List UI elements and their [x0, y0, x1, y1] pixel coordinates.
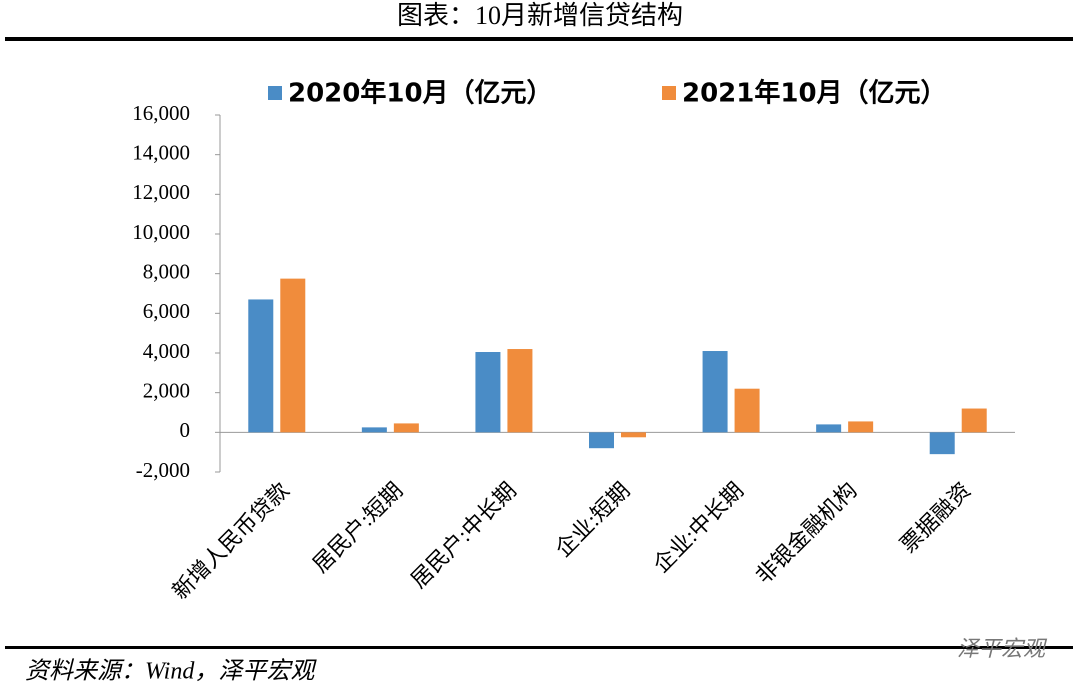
footer-rule [5, 646, 1073, 649]
bar [507, 349, 533, 433]
bar [475, 352, 501, 433]
legend-swatch [268, 86, 282, 100]
x-tick-label: 企业:中长期 [648, 477, 748, 577]
source: 资料来源：Wind，泽平宏观 [25, 658, 317, 685]
y-tick-label: -2,000 [136, 458, 190, 482]
x-tick-label: 票据融资 [895, 477, 975, 557]
x-tick-label: 居民户:中长期 [406, 477, 521, 592]
watermark: 泽平宏观 [957, 637, 1048, 662]
bar [621, 432, 646, 438]
bar [589, 432, 614, 449]
y-tick-label: 2,000 [143, 378, 190, 402]
x-tick-label: 非银金融机构 [751, 477, 862, 588]
bar [248, 299, 274, 433]
y-tick-label: 6,000 [143, 299, 190, 323]
bar [816, 424, 842, 433]
bar [361, 427, 387, 433]
bar [280, 278, 306, 433]
y-tick-label: 4,000 [143, 339, 190, 363]
y-tick-label: 8,000 [143, 259, 190, 283]
y-tick-label: 0 [180, 418, 191, 442]
bar [702, 351, 728, 433]
y-tick-label: 10,000 [132, 220, 190, 244]
x-tick-label: 居民户:短期 [308, 477, 408, 577]
bar [734, 388, 760, 433]
legend-label: 2021年10月（亿元） [682, 78, 947, 109]
title-rule [5, 37, 1073, 41]
y-tick-label: 14,000 [132, 140, 190, 164]
bar [848, 421, 874, 433]
title: 图表：10月新增信贷结构 [397, 1, 683, 30]
y-tick-label: 12,000 [132, 180, 190, 204]
legend-label: 2020年10月（亿元） [288, 78, 553, 109]
x-tick-label: 企业:短期 [550, 477, 634, 561]
bar [393, 423, 419, 433]
legend-swatch [662, 86, 676, 100]
y-tick-label: 16,000 [132, 101, 190, 125]
x-tick-label: 新增人民币贷款 [167, 477, 294, 604]
bar [961, 408, 987, 433]
bar [929, 432, 955, 455]
